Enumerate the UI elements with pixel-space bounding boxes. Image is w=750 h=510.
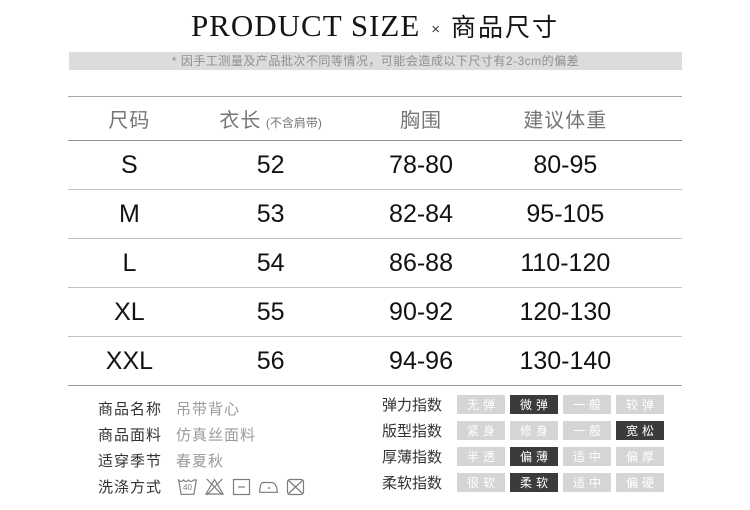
title-separator-x: × [431, 21, 441, 38]
cell-bust: 82-84 [389, 199, 453, 228]
header-length-main: 衣长 [219, 110, 262, 132]
chip-group-thickness: 半透 偏薄 适中 偏厚 [457, 447, 669, 466]
table-row-m: M 53 82-84 95-105 [68, 190, 682, 239]
cell-weight: 130-140 [519, 346, 612, 375]
cell-length: 52 [256, 150, 285, 179]
info-label: 商品名称 [98, 400, 163, 418]
chip-option: 修身 [510, 421, 558, 440]
info-value: 春夏秋 [176, 452, 225, 470]
chip-option: 无弹 [457, 395, 505, 414]
cell-length: 55 [256, 297, 285, 326]
cell-size: M [118, 199, 140, 228]
machine-wash-40-icon: 40 [177, 479, 198, 495]
info-row-season: 适穿季节 春夏秋 [98, 447, 307, 473]
cell-bust: 78-80 [389, 150, 453, 179]
header-weight: 建议体重 [523, 110, 608, 132]
index-label: 弹力指数 [382, 397, 443, 414]
chip-option: 紧身 [457, 421, 505, 440]
chip-group-softness: 很软 柔软 适中 偏硬 [457, 473, 669, 492]
info-row-name: 商品名称 吊带背心 [98, 395, 307, 421]
chip-option: 偏厚 [616, 447, 664, 466]
chip-option: 较弹 [616, 395, 664, 414]
cell-length: 56 [256, 346, 285, 375]
chip-option: 半透 [457, 447, 505, 466]
index-row-softness: 柔软指数 很软 柔软 适中 偏硬 [382, 473, 669, 492]
header-length: 衣长 (不含肩带) [191, 104, 351, 133]
header-length-note: (不含肩带) [265, 116, 322, 130]
chip-group-fit: 紧身 修身 一般 宽松 [457, 421, 669, 440]
title-english: PRODUCT SIZE [190, 8, 421, 43]
index-ratings-block: 弹力指数 无弹 微弹 一般 较弹 版型指数 紧身 修身 一般 宽松 厚薄指数 半… [382, 395, 669, 499]
info-value: 仿真丝面料 [176, 426, 257, 444]
cell-weight: 110-120 [520, 248, 611, 277]
header-bust: 胸围 [400, 110, 443, 132]
chip-group-elasticity: 无弹 微弹 一般 较弹 [457, 395, 669, 414]
table-row-xl: XL 55 90-92 120-130 [68, 288, 682, 337]
dry-flat-icon [232, 478, 251, 496]
iron-icon [259, 481, 278, 493]
chip-option: 适中 [563, 473, 611, 492]
cell-weight: 120-130 [519, 297, 612, 326]
cell-size: XXL [105, 346, 154, 375]
chip-option: 柔软 [510, 473, 558, 492]
care-icons: 40 [176, 475, 307, 497]
info-label: 商品面料 [98, 426, 163, 444]
do-not-wring-icon [286, 478, 305, 496]
info-label: 适穿季节 [98, 452, 163, 470]
measurement-notice-banner: * 因手工测量及产品批次不同等情况，可能会造成以下尺寸有2-3cm的偏差 [69, 52, 682, 70]
chip-option: 很软 [457, 473, 505, 492]
cell-length: 53 [256, 199, 285, 228]
title-chinese: 商品尺寸 [451, 15, 560, 42]
index-row-thickness: 厚薄指数 半透 偏薄 适中 偏厚 [382, 447, 669, 466]
chip-option: 偏硬 [616, 473, 664, 492]
index-row-fit: 版型指数 紧身 修身 一般 宽松 [382, 421, 669, 440]
cell-size: L [122, 248, 137, 277]
cell-size: S [121, 150, 138, 179]
info-row-fabric: 商品面料 仿真丝面料 [98, 421, 307, 447]
cell-size: XL [114, 297, 145, 326]
cell-weight: 95-105 [526, 199, 605, 228]
product-info-block: 商品名称 吊带背心 商品面料 仿真丝面料 适穿季节 春夏秋 洗涤方式 40 [98, 395, 307, 499]
info-label: 洗涤方式 [98, 478, 163, 496]
page-title: PRODUCT SIZE × 商品尺寸 [0, 8, 750, 44]
info-row-wash: 洗涤方式 40 [98, 473, 307, 499]
chip-option: 一般 [563, 395, 611, 414]
header-size: 尺码 [108, 110, 151, 132]
cell-bust: 90-92 [389, 297, 453, 326]
size-table-header-row: 尺码 衣长 (不含肩带) 胸围 建议体重 [68, 97, 682, 141]
index-row-elasticity: 弹力指数 无弹 微弹 一般 较弹 [382, 395, 669, 414]
cell-bust: 94-96 [389, 346, 453, 375]
table-row-xxl: XXL 56 94-96 130-140 [68, 337, 682, 386]
chip-option: 适中 [563, 447, 611, 466]
table-row-l: L 54 86-88 110-120 [68, 239, 682, 288]
svg-text:40: 40 [183, 483, 192, 492]
index-label: 厚薄指数 [382, 449, 443, 466]
chip-option: 一般 [563, 421, 611, 440]
chip-option: 微弹 [510, 395, 558, 414]
table-row-s: S 52 78-80 80-95 [68, 141, 682, 190]
chip-option: 偏薄 [510, 447, 558, 466]
do-not-bleach-icon [204, 478, 225, 496]
info-value: 吊带背心 [176, 400, 241, 418]
cell-bust: 86-88 [389, 248, 453, 277]
chip-option: 宽松 [616, 421, 664, 440]
cell-weight: 80-95 [533, 150, 598, 179]
size-table: 尺码 衣长 (不含肩带) 胸围 建议体重 S 52 78-80 80-95 M … [68, 96, 682, 386]
index-label: 柔软指数 [382, 475, 443, 492]
cell-length: 54 [256, 248, 285, 277]
index-label: 版型指数 [382, 423, 443, 440]
